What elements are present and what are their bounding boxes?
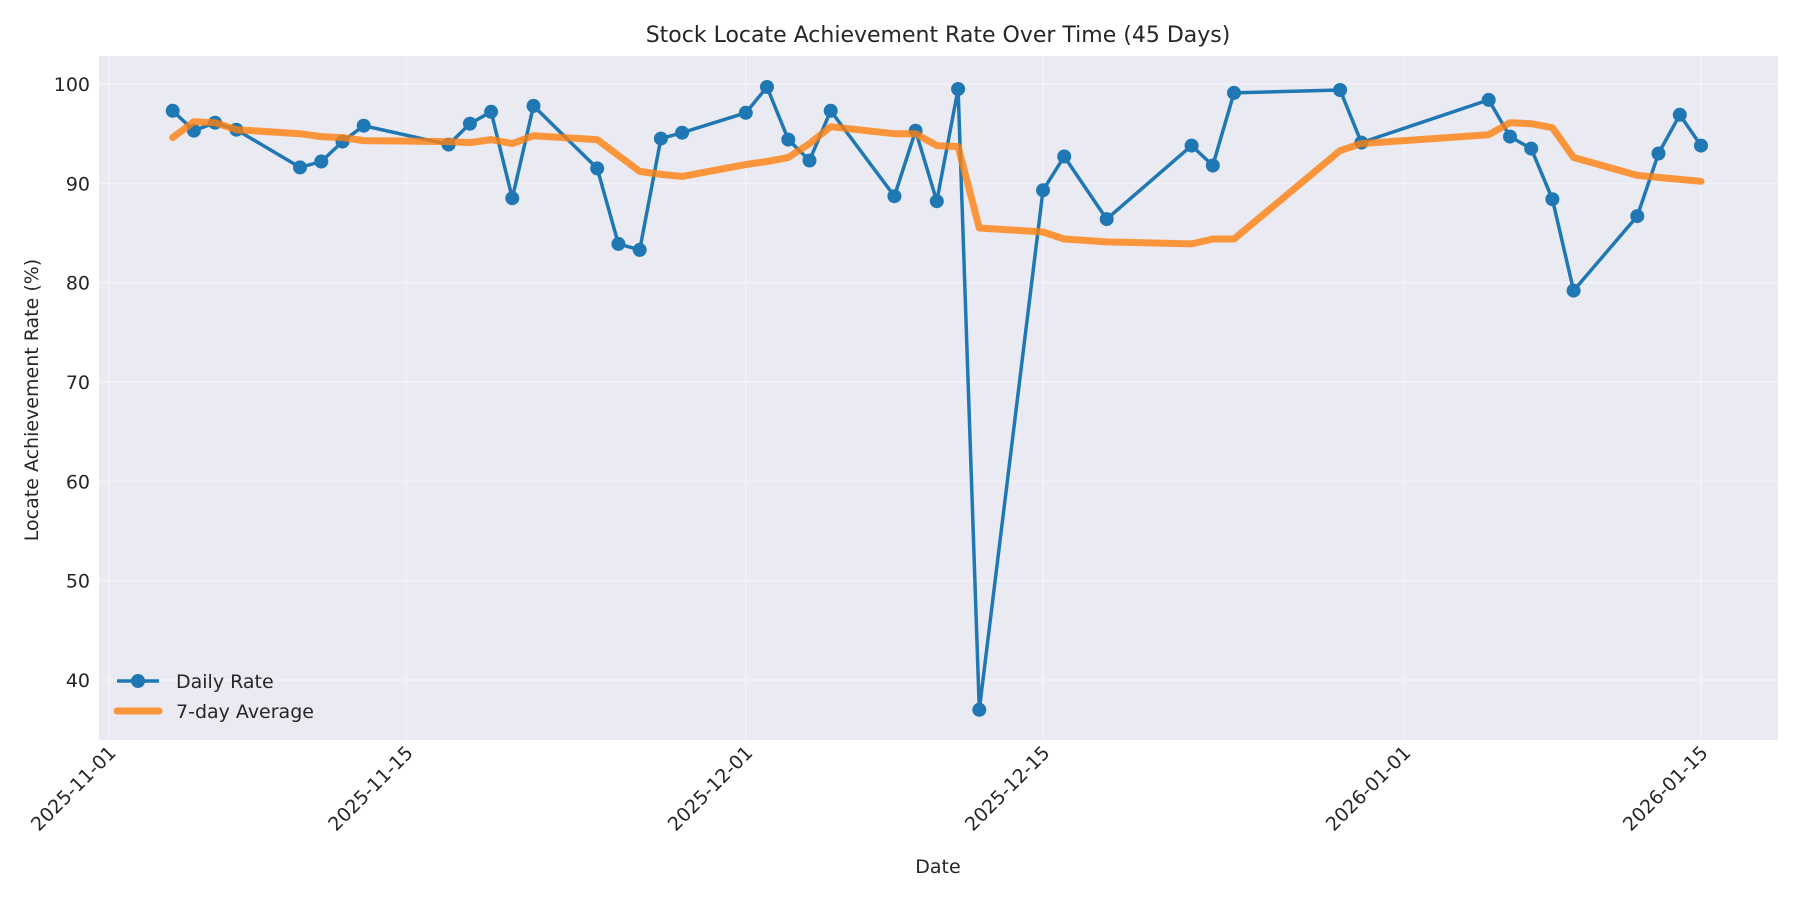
- daily-rate-marker: [887, 189, 902, 204]
- y-axis-label: Locate Achievement Rate (%): [21, 259, 43, 541]
- daily-rate-marker: [1057, 149, 1072, 164]
- daily-rate-marker: [505, 191, 520, 206]
- daily-rate-marker-icon: [131, 674, 145, 688]
- plot-area: [99, 56, 1778, 740]
- daily-rate-marker: [929, 194, 944, 209]
- daily-rate-marker: [823, 103, 838, 118]
- daily-rate-marker: [1630, 209, 1645, 224]
- daily-rate-marker: [484, 104, 499, 119]
- legend-item-7-day-average: 7-day Average: [113, 701, 314, 723]
- daily-rate-marker: [611, 236, 626, 251]
- x-tick-label: 2026-01-15: [1619, 742, 1713, 836]
- daily-rate-marker: [356, 118, 371, 133]
- x-tick-label: 2025-11-01: [27, 742, 121, 836]
- x-axis-label: Date: [915, 856, 960, 878]
- daily-rate-marker: [1651, 146, 1666, 161]
- daily-rate-marker: [1099, 212, 1114, 227]
- daily-rate-marker: [1184, 138, 1199, 153]
- daily-rate-marker: [1672, 107, 1687, 122]
- daily-rate-marker: [1333, 83, 1348, 97]
- legend: Daily Rate 7-day Average: [113, 671, 314, 723]
- daily-rate-marker: [951, 82, 966, 96]
- daily-rate-marker: [802, 153, 817, 168]
- daily-rate-marker: [632, 242, 647, 257]
- daily-rate-marker: [972, 702, 987, 717]
- daily-rate-marker: [314, 154, 329, 169]
- daily-rate-marker: [1481, 92, 1496, 107]
- daily-rate-marker: [526, 98, 541, 113]
- legend-item-daily-rate: Daily Rate: [117, 671, 274, 693]
- chart-title: Stock Locate Achievement Rate Over Time …: [646, 23, 1231, 48]
- legend-label-7-day-average: 7-day Average: [176, 701, 314, 723]
- series-layer: [165, 80, 1708, 717]
- x-tick-label: 2026-01-01: [1322, 742, 1416, 836]
- y-tick-label: 60: [66, 471, 90, 493]
- y-tick-label: 100: [54, 74, 90, 96]
- daily-rate-marker: [462, 116, 477, 131]
- daily-rate-marker: [1694, 138, 1708, 153]
- daily-rate-marker: [675, 125, 690, 140]
- x-tick-label: 2025-11-15: [324, 742, 418, 836]
- y-tick-label: 70: [66, 372, 90, 394]
- daily-rate-marker: [653, 131, 668, 146]
- daily-rate-marker: [738, 105, 753, 120]
- y-tick-label: 50: [66, 571, 90, 593]
- daily-rate-marker: [590, 161, 605, 176]
- daily-rate-marker: [1503, 129, 1517, 144]
- daily-rate-marker: [1545, 192, 1560, 207]
- y-axis: 40 50 60 70 80 90 100: [54, 74, 90, 692]
- legend-label-daily-rate: Daily Rate: [176, 671, 274, 693]
- x-tick-label: 2025-12-15: [961, 742, 1055, 836]
- daily-rate-marker: [293, 160, 307, 175]
- daily-rate-marker: [760, 80, 774, 94]
- daily-rate-marker: [1566, 283, 1581, 298]
- x-tick-label: 2025-12-01: [664, 742, 758, 836]
- y-tick-label: 40: [66, 670, 90, 692]
- y-tick-label: 80: [66, 273, 90, 295]
- x-axis: 2025-11-01 2025-11-15 2025-12-01 2025-12-15…: [27, 742, 1713, 836]
- 7-day-average-line: [169, 118, 1705, 248]
- daily-rate-marker: [1227, 85, 1241, 100]
- y-tick-label: 90: [66, 173, 90, 195]
- daily-rate-marker: [1524, 141, 1539, 156]
- daily-rate-marker: [1036, 183, 1050, 198]
- daily-rate-marker: [781, 132, 796, 147]
- daily-rate-marker: [1205, 158, 1220, 173]
- daily-rate-marker: [165, 103, 180, 118]
